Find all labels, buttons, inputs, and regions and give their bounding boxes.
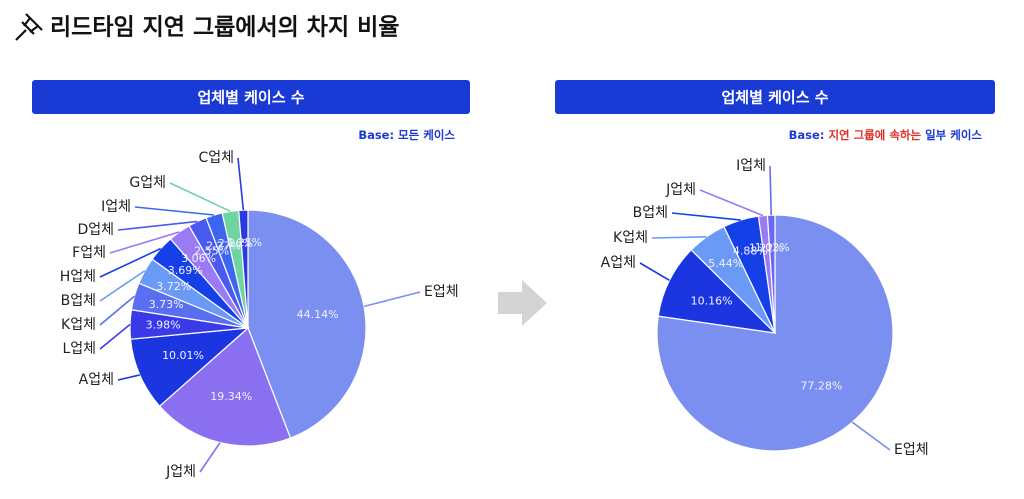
category-label: I업체 xyxy=(101,199,131,215)
leader-line xyxy=(851,421,891,451)
slice-label: 3.72% xyxy=(156,280,191,293)
slice-label: 5.44% xyxy=(708,257,743,270)
slice-label: 10.01% xyxy=(162,349,204,362)
leader-line xyxy=(651,236,707,239)
category-label: A업체 xyxy=(79,372,114,388)
base-note: Base: 지연 그룹에 속하는 일부 케이스 xyxy=(789,128,983,142)
base-note-part: Base: xyxy=(789,128,825,142)
category-label: G업체 xyxy=(129,175,166,191)
category-label: D업체 xyxy=(77,222,114,238)
slice-label: 44.14% xyxy=(297,308,339,321)
pie-slice xyxy=(129,327,250,407)
category-label: H업체 xyxy=(60,269,96,285)
pie-slice xyxy=(158,326,292,447)
base-note-part: Base: xyxy=(358,128,394,142)
slice-label: 4.88% xyxy=(733,245,768,258)
category-label: B업체 xyxy=(61,293,96,309)
pin-icon xyxy=(15,13,43,41)
leader-line xyxy=(639,262,670,282)
leader-line xyxy=(169,182,231,213)
leader-line xyxy=(99,270,146,302)
slice-label: 77.28% xyxy=(800,380,842,393)
category-label: E업체 xyxy=(894,442,929,458)
leader-line xyxy=(671,212,741,221)
pie-slice xyxy=(238,209,249,329)
slice-label: 1.25% xyxy=(227,236,262,249)
slice-label: 3.98% xyxy=(146,318,181,331)
category-label: J업체 xyxy=(165,464,196,480)
header-text: 업체별 케이스 수 xyxy=(197,89,304,107)
category-label: A업체 xyxy=(601,255,636,271)
page-title: 리드타임 지연 그룹에서의 차지 비율 xyxy=(50,15,399,41)
pie-slice xyxy=(247,209,367,439)
slice-label: 2.55% xyxy=(194,244,229,257)
leader-line xyxy=(99,295,135,326)
leader-line xyxy=(363,291,421,308)
slice-label: 1.22% xyxy=(749,241,784,254)
slice-label: 3.73% xyxy=(149,298,184,311)
header-bar xyxy=(32,80,470,114)
base-note-part: 모든 케이스 xyxy=(398,128,455,142)
leader-line xyxy=(769,165,773,216)
slice-label: 3.69% xyxy=(168,264,203,277)
base-note: Base: 모든 케이스 xyxy=(358,128,455,142)
category-label: K업체 xyxy=(613,230,648,246)
leader-line xyxy=(99,323,131,350)
leader-line xyxy=(99,247,162,278)
leader-line xyxy=(237,157,245,211)
slice-label: 2.26% xyxy=(218,237,253,250)
leader-line xyxy=(109,231,180,254)
base-note-part: 일부 케이스 xyxy=(925,128,982,142)
slice-label: 10.16% xyxy=(691,294,733,307)
arrow xyxy=(498,280,547,326)
leader-line xyxy=(199,442,221,473)
category-label: C업체 xyxy=(198,150,234,166)
category-label: E업체 xyxy=(424,284,459,300)
pie-slice xyxy=(657,249,777,334)
slice-label: 1.02% xyxy=(755,241,790,254)
category-label: I업체 xyxy=(736,158,766,174)
base-note-part: 지연 그룹에 속하는 xyxy=(828,128,921,142)
slice-label: 19.34% xyxy=(210,390,252,403)
category-label: F업체 xyxy=(72,245,106,261)
leader-line xyxy=(134,206,215,216)
slice-label: 3.06% xyxy=(181,252,216,265)
category-label: J업체 xyxy=(665,182,696,198)
leader-line xyxy=(117,374,140,381)
slice-label: 2.27% xyxy=(206,240,241,253)
category-label: B업체 xyxy=(633,205,668,221)
category-label: L업체 xyxy=(62,341,96,357)
leader-line xyxy=(699,189,764,217)
leader-line xyxy=(117,220,198,231)
header-text: 업체별 케이스 수 xyxy=(721,89,828,107)
category-label: K업체 xyxy=(61,317,96,333)
header-bar xyxy=(555,80,995,114)
